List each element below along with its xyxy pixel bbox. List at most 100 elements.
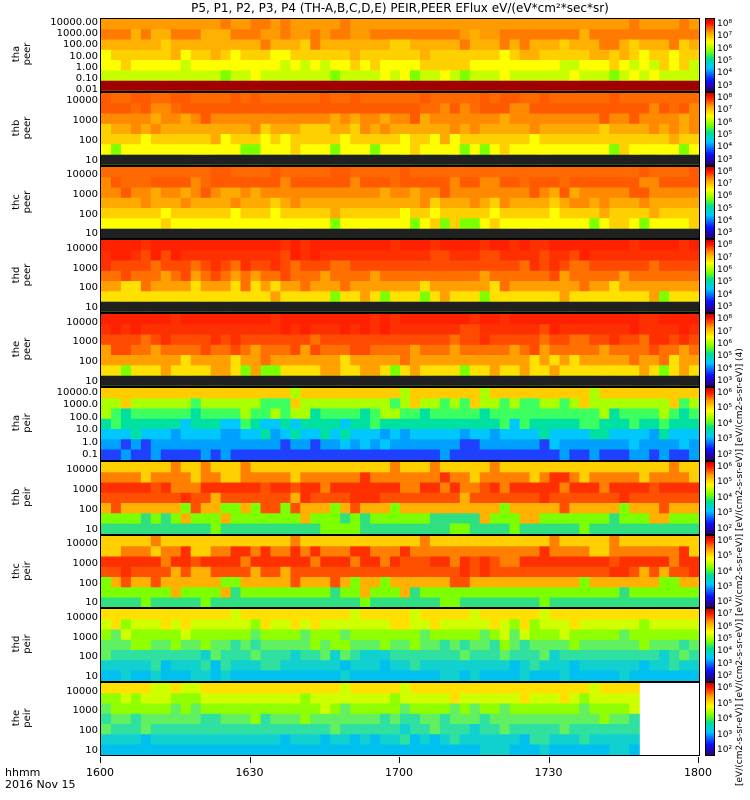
spectrogram-cell [350,482,361,494]
spectrogram-cell [619,49,630,61]
spectrogram-cell [400,724,411,736]
spectrogram-cell [250,197,262,209]
spectrogram-cell [429,344,441,356]
spectrogram-cell [340,586,351,598]
spectrogram-cell [340,703,351,715]
spectrogram-cell [609,472,620,483]
spectrogram-cell [609,492,620,504]
spectrogram-cell [669,19,680,30]
spectrogram-cell [230,609,242,621]
spectrogram-cell [659,166,670,178]
spectrogram-cell [649,640,660,652]
spectrogram-cell [469,734,481,746]
spectrogram-cell [180,724,192,736]
spectrogram-cell [599,660,610,672]
spectrogram-cell [140,123,152,135]
spectrogram-cell [669,123,680,135]
spectrogram-cell [489,123,501,135]
spectrogram-cell [260,556,272,567]
spectrogram-cell [689,271,699,283]
spectrogram-cell [350,683,361,695]
spectrogram-cell [429,703,441,715]
spectrogram-cell [459,123,471,135]
spectrogram-cell [569,523,580,534]
spectrogram-cell [449,166,461,178]
spectrogram-cell [160,398,172,410]
spectrogram-cell [101,660,112,672]
spectrogram-cell [429,19,441,30]
spectrogram-cell [290,291,301,303]
spectrogram-cell [150,449,162,460]
spectrogram-cell [350,502,361,514]
spectrogram-cell [569,609,580,621]
spectrogram-cell [559,418,571,430]
spectrogram-cell [609,650,620,662]
spectrogram-cell [549,513,561,524]
spectrogram-cell [469,492,481,504]
spectrogram-cell [689,545,699,557]
spectrogram-cell [519,49,531,61]
spectrogram-cell [260,355,272,367]
spectrogram-cell [360,291,371,303]
spectrogram-cell [150,650,162,662]
spectrogram-cell [310,408,321,420]
spectrogram-cell [360,439,371,451]
spectrogram-cell [529,334,541,346]
spectrogram-cell [140,334,152,346]
spectrogram-cell [370,334,381,346]
spectrogram-cell [619,123,630,135]
spectrogram-cell [509,334,521,346]
spectrogram-cell [489,197,501,209]
spectrogram-cell [619,344,630,356]
spectrogram-cell [130,103,142,114]
spectrogram-cell [340,429,351,440]
spectrogram-cell [539,176,551,188]
spectrogram-cell [499,566,511,578]
spectrogram-cell [549,670,561,682]
spectrogram-cell [559,187,571,198]
spectrogram-cell [160,640,172,652]
spectrogram-cell [190,693,202,705]
spectrogram-cell [330,29,341,41]
spectrogram-cell [509,123,521,135]
spectrogram-cell [529,418,541,430]
spectrogram-cell [320,439,331,451]
spectrogram-cell [629,92,640,104]
spectrogram-cell [340,388,351,399]
spectrogram-cell [120,324,132,336]
spectrogram-cell [150,217,162,229]
spectrogram-cell [260,683,272,695]
spectrogram-cell [539,113,551,125]
spectrogram-cell [230,324,242,336]
spectrogram-cell [400,744,411,755]
spectrogram-cell [340,439,351,451]
spectrogram-cell [310,388,321,399]
spectrogram-cell [400,670,411,682]
spectrogram-cell [280,556,291,567]
spectrogram-cell [479,103,491,114]
spectrogram-cell [280,398,291,410]
spectrogram-cell [589,240,600,252]
spectrogram-cell [689,609,699,621]
spectrogram-cell [370,324,381,336]
spectrogram-cell [519,92,531,104]
spectrogram-cell [230,461,242,473]
spectrogram-cell [350,334,361,346]
spectrogram-cell [459,240,471,252]
spectrogram-cell [629,271,640,283]
spectrogram-cell [360,281,371,293]
spectrogram-cell [310,260,321,272]
spectrogram-cell [599,597,610,608]
spectrogram-cell [539,566,551,578]
spectrogram-cell [410,240,421,252]
spectrogram-cell [120,703,132,715]
spectrogram-cell [479,629,491,641]
spectrogram-cell [360,260,371,272]
spectrogram-cell [429,713,441,725]
spectrogram-cell [130,324,142,336]
spectrogram-cell [629,556,640,567]
spectrogram-cell [469,429,481,440]
spectrogram-cell [529,49,541,61]
spectrogram-cell [400,314,411,326]
spectrogram-cell [589,640,600,652]
